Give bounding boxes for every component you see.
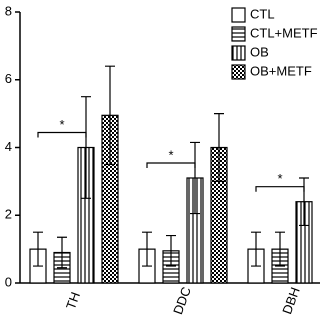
error-bar <box>214 113 224 182</box>
error-bar <box>190 141 200 215</box>
error-bar <box>166 234 176 267</box>
legend-label: CTL <box>250 6 275 21</box>
legend-swatch <box>231 45 246 61</box>
significance-label: * <box>277 171 282 186</box>
legend-swatch <box>231 26 246 42</box>
y-tick-label: 0 <box>5 274 12 289</box>
x-tick-label: DBH <box>279 285 302 316</box>
error-bar <box>105 65 115 166</box>
error-bar <box>57 236 67 269</box>
y-tick-label: 8 <box>5 3 12 18</box>
significance-label: * <box>59 117 64 132</box>
error-bar <box>33 231 43 267</box>
y-tick-label: 4 <box>5 139 12 154</box>
significance-label: * <box>168 147 173 162</box>
x-tick-label: DDC <box>170 285 194 317</box>
legend-swatch <box>231 7 246 23</box>
legend-label: OB+METF <box>250 63 312 78</box>
significance-bracket <box>37 131 87 138</box>
error-bar <box>142 231 152 267</box>
error-bar <box>251 231 261 267</box>
significance-bracket <box>255 186 305 192</box>
error-bar <box>299 177 309 227</box>
legend-label: OB <box>250 44 269 59</box>
y-tick-label: 2 <box>5 207 12 222</box>
significance-bracket <box>146 162 196 168</box>
legend-swatch <box>231 64 246 80</box>
x-tick-label: TH <box>63 290 83 311</box>
error-bar <box>81 96 91 199</box>
error-bar <box>275 231 285 267</box>
y-tick-label: 6 <box>5 71 12 86</box>
legend-label: CTL+METF <box>250 25 318 40</box>
